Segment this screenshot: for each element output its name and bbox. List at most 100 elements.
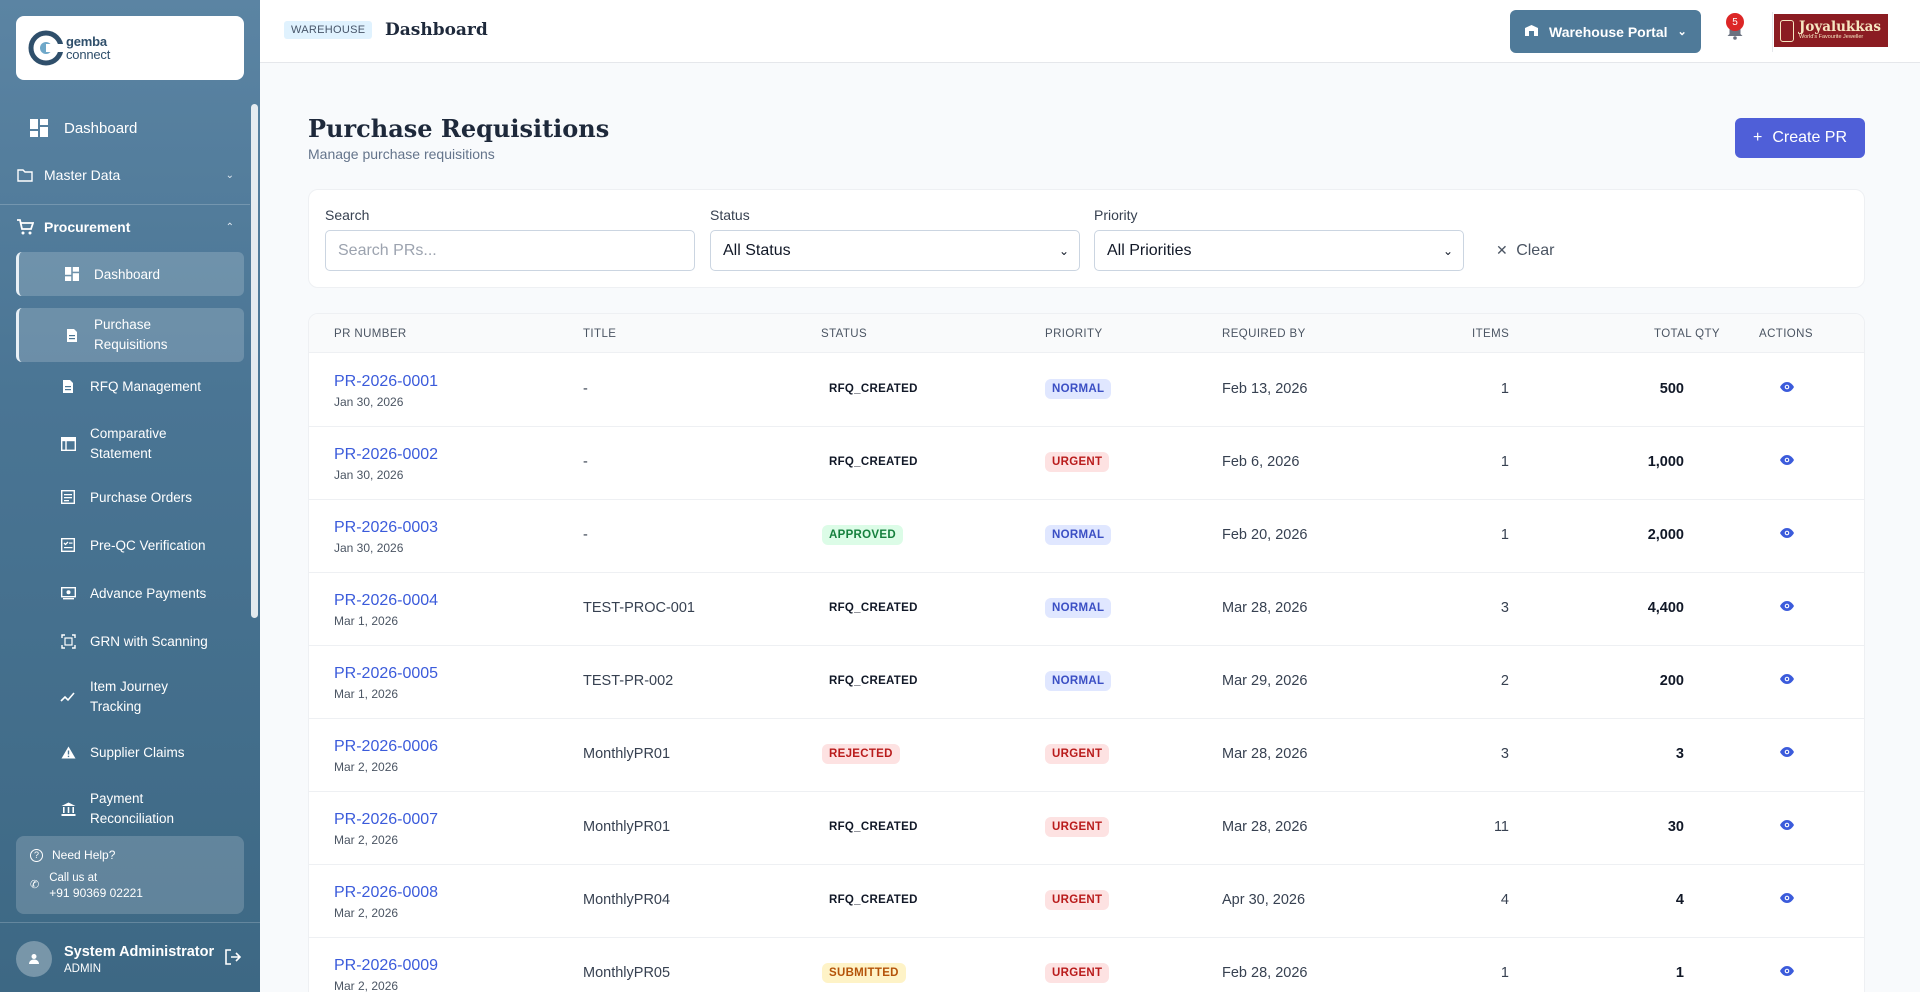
logout-icon[interactable] <box>224 949 242 970</box>
chevron-down-icon: ⌄ <box>1677 26 1687 38</box>
pr-created-date: Mar 1, 2026 <box>334 687 399 701</box>
table-row[interactable]: PR-2026-0009 Mar 2, 2026 MonthlyPR05 SUBMIT… <box>309 938 1864 992</box>
pr-created-date: Jan 30, 2026 <box>334 541 404 555</box>
view-eye-icon[interactable] <box>1779 454 1795 466</box>
app-logo[interactable]: gemba connect <box>16 16 244 80</box>
table-row[interactable]: PR-2026-0001 Jan 30, 2026 - RFQ_CREATED NORM… <box>309 354 1864 427</box>
view-eye-icon[interactable] <box>1779 527 1795 539</box>
help-title: Need Help? <box>52 848 116 862</box>
pr-number-link[interactable]: PR-2026-0008 <box>334 884 439 901</box>
sidebar-item-purchase-requisitions[interactable]: Purchase Requisitions <box>16 308 244 362</box>
help-box: ? Need Help? ✆ Call us at +91 90369 0222… <box>16 836 244 914</box>
th-title[interactable]: TITLE <box>583 328 617 340</box>
user-profile[interactable]: System Administrator ADMIN <box>0 922 260 992</box>
status-label: Status <box>710 207 750 223</box>
create-pr-button[interactable]: + Create PR <box>1735 118 1865 158</box>
pr-title: - <box>583 454 588 470</box>
sidebar-item-rfq-management[interactable]: RFQ Management <box>16 374 244 398</box>
pr-number-link[interactable]: PR-2026-0006 <box>334 738 439 755</box>
clear-filters-button[interactable]: ✕ Clear <box>1496 242 1554 260</box>
priority-badge: URGENT <box>1045 744 1110 764</box>
priority-select[interactable]: All Priorities ⌄ <box>1094 230 1464 271</box>
table-row[interactable]: PR-2026-0005 Mar 1, 2026 TEST-PR-002 RFQ_CR… <box>309 646 1864 719</box>
th-priority[interactable]: PRIORITY <box>1045 328 1103 340</box>
status-badge: RFQ_CREATED <box>822 452 925 472</box>
priority-badge: NORMAL <box>1045 671 1112 691</box>
view-eye-icon[interactable] <box>1779 746 1795 758</box>
sidebar-item-purchase-orders[interactable]: Purchase Orders <box>16 485 244 509</box>
table-header: PR NUMBER TITLE STATUS PRIORITY REQUIRED… <box>309 314 1864 353</box>
sidebar-item-pre-qc-verification[interactable]: Pre-QC Verification <box>16 533 244 557</box>
pr-created-date: Mar 2, 2026 <box>334 906 399 920</box>
sidebar-item-item-journey-tracking[interactable]: Item Journey Tracking <box>16 675 244 719</box>
pr-title: MonthlyPR01 <box>583 746 671 762</box>
pr-number-link[interactable]: PR-2026-0009 <box>334 957 439 974</box>
total-qty: 1,000 <box>1647 454 1684 470</box>
brand-name: Joyalukkas <box>1799 19 1881 35</box>
divider <box>0 204 250 205</box>
payment-icon <box>60 585 76 601</box>
sidebar-item-label: RFQ Management <box>90 378 202 394</box>
nav-master-data[interactable]: Master Data ⌄ <box>16 165 234 185</box>
view-eye-icon[interactable] <box>1779 381 1795 393</box>
pr-number-link[interactable]: PR-2026-0001 <box>334 373 439 390</box>
pr-number-link[interactable]: PR-2026-0003 <box>334 519 439 536</box>
page-title: Purchase Requisitions <box>308 114 610 143</box>
top-header: WAREHOUSE Dashboard Warehouse Portal ⌄ 5… <box>260 0 1920 63</box>
table-row[interactable]: PR-2026-0008 Mar 2, 2026 MonthlyPR04 RFQ_CR… <box>309 865 1864 938</box>
table-row[interactable]: PR-2026-0006 Mar 2, 2026 MonthlyPR01 REJECT… <box>309 719 1864 792</box>
sidebar-item-supplier-claims[interactable]: Supplier Claims <box>16 740 244 764</box>
th-items[interactable]: ITEMS <box>1472 328 1510 340</box>
items-count: 1 <box>1500 454 1509 470</box>
th-total-qty[interactable]: TOTAL QTY <box>1654 328 1721 340</box>
th-status[interactable]: STATUS <box>821 328 868 340</box>
nav-master-data-label: Master Data <box>44 167 121 183</box>
view-eye-icon[interactable] <box>1779 673 1795 685</box>
table-row[interactable]: PR-2026-0003 Jan 30, 2026 - APPROVED NORMAL F… <box>309 500 1864 573</box>
table-row[interactable]: PR-2026-0002 Jan 30, 2026 - RFQ_CREATED URGE… <box>309 427 1864 500</box>
view-eye-icon[interactable] <box>1779 600 1795 612</box>
portal-switch-button[interactable]: Warehouse Portal ⌄ <box>1510 10 1701 53</box>
view-eye-icon[interactable] <box>1779 892 1795 904</box>
total-qty: 4 <box>1675 892 1684 908</box>
chevron-down-icon: ⌄ <box>225 169 234 181</box>
items-count: 1 <box>1500 381 1509 397</box>
th-pr-number[interactable]: PR NUMBER <box>334 328 407 340</box>
sidebar-item-comparative-statement[interactable]: Comparative Statement <box>16 422 244 466</box>
total-qty: 2,000 <box>1647 527 1684 543</box>
total-qty: 500 <box>1659 381 1684 397</box>
pr-title: TEST-PROC-001 <box>583 600 695 616</box>
status-badge: RFQ_CREATED <box>822 379 925 399</box>
help-icon: ? <box>30 848 43 862</box>
dashboard-icon <box>64 266 80 282</box>
sidebar-item-grn-with-scanning[interactable]: GRN with Scanning <box>16 629 244 653</box>
pr-number-link[interactable]: PR-2026-0005 <box>334 665 439 682</box>
th-required-by[interactable]: REQUIRED BY <box>1222 328 1306 340</box>
pr-number-link[interactable]: PR-2026-0007 <box>334 811 439 828</box>
nav-procurement[interactable]: Procurement ⌃ <box>16 217 234 237</box>
sidebar: gemba connect Dashboard Master Data ⌄ Pr… <box>0 0 260 992</box>
sidebar-item-label: Pre-QC Verification <box>90 537 206 553</box>
sidebar-item-advance-payments[interactable]: Advance Payments <box>16 581 244 605</box>
sidebar-item-payment-reconciliation[interactable]: Payment Reconciliation <box>16 787 244 831</box>
required-by-date: Mar 28, 2026 <box>1222 819 1308 835</box>
folder-icon <box>16 166 34 184</box>
status-select[interactable]: All Status ⌄ <box>710 230 1080 271</box>
table-row[interactable]: PR-2026-0004 Mar 1, 2026 TEST-PROC-001 RFQ_… <box>309 573 1864 646</box>
user-name: System Administrator <box>64 944 215 960</box>
logo-text-connect: connect <box>66 47 111 62</box>
pr-number-link[interactable]: PR-2026-0004 <box>334 592 439 609</box>
nav-dashboard[interactable]: Dashboard <box>30 118 240 138</box>
view-eye-icon[interactable] <box>1779 965 1795 977</box>
sidebar-item-dashboard[interactable]: Dashboard <box>16 252 244 296</box>
brand-emblem-icon <box>1780 19 1794 42</box>
view-eye-icon[interactable] <box>1779 819 1795 831</box>
table-row[interactable]: PR-2026-0007 Mar 2, 2026 MonthlyPR01 RFQ_CR… <box>309 792 1864 865</box>
pr-created-date: Jan 30, 2026 <box>334 395 404 409</box>
nav-dashboard-label: Dashboard <box>64 119 138 137</box>
search-input[interactable]: Search PRs... <box>325 230 695 271</box>
help-phone[interactable]: +91 90369 02221 <box>49 886 143 900</box>
sidebar-scrollbar[interactable] <box>251 104 258 618</box>
pr-title: MonthlyPR01 <box>583 819 671 835</box>
pr-number-link[interactable]: PR-2026-0002 <box>334 446 439 463</box>
